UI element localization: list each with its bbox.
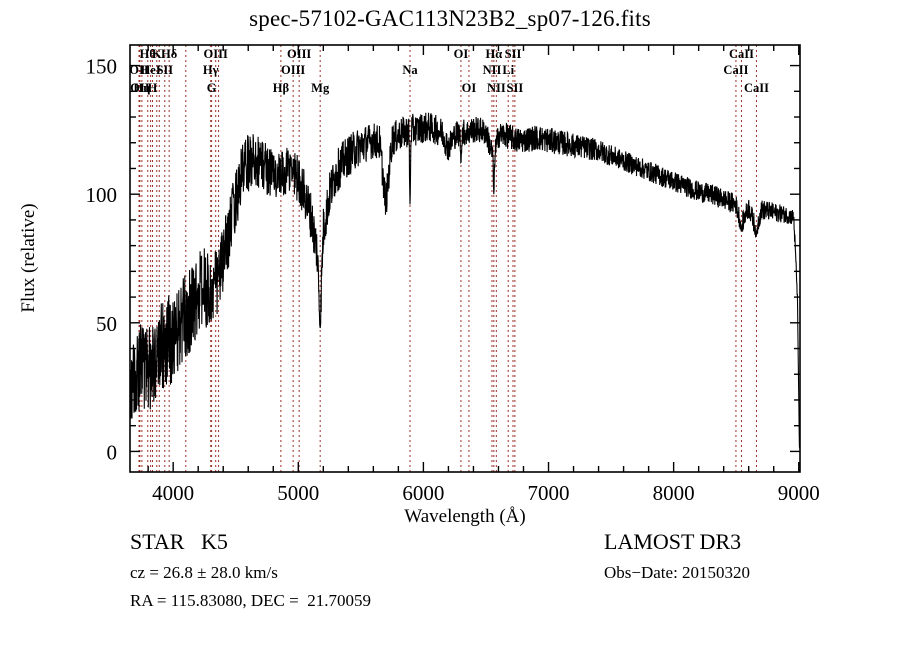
page-title: spec-57102-GAC113N23B2_sp07-126.fits [249, 6, 651, 31]
object-type-and-subclass: STAR K5 [130, 529, 228, 554]
line-label: OII [129, 63, 149, 77]
footer-left-info: STAR K5 cz = 26.8 ± 28.0 km/s RA = 115.8… [130, 529, 371, 610]
axis-tick-labels: 4000 5000 6000 7000 8000 9000 0 50 100 150 [86, 55, 820, 505]
y-tick-label: 150 [86, 55, 118, 79]
spectrum-curve [129, 112, 801, 449]
x-tick-label: 7000 [528, 481, 570, 505]
line-label: CaII [744, 81, 769, 95]
line-label: Na [402, 63, 418, 77]
line-label: Hθ [140, 47, 156, 61]
emission-line-markers [138, 45, 757, 472]
x-tick-label: 5000 [277, 481, 319, 505]
line-label: Hη [133, 81, 150, 95]
redshift-velocity: cz = 26.8 ± 28.0 km/s [130, 563, 278, 582]
x-tick-label: 6000 [402, 481, 444, 505]
line-label: CaII [723, 63, 748, 77]
footer-right-info: LAMOST DR3 Obs−Date: 20150320 [604, 529, 751, 582]
emission-line-labels: OIIOIIHηHθHeIHKSIIHδHγGOIIIHβOIIIOIIIMgN… [129, 47, 769, 95]
x-tick-label: 4000 [152, 481, 194, 505]
chart-axes [129, 44, 801, 473]
line-label: NII [483, 63, 502, 77]
survey-release: LAMOST DR3 [604, 529, 742, 554]
line-label: Hβ [273, 81, 290, 95]
line-label: Li [502, 63, 514, 77]
line-label: OIII [204, 47, 228, 61]
line-label: HeI [141, 63, 161, 77]
line-label: SII [505, 47, 522, 61]
line-label: OIII [287, 47, 311, 61]
line-label: SII [156, 63, 173, 77]
y-tick-label: 0 [107, 440, 118, 464]
observation-date: Obs−Date: 20150320 [604, 563, 751, 582]
line-label: Hδ [161, 47, 178, 61]
line-label: H [148, 81, 158, 95]
line-label: Mg [311, 81, 330, 95]
sky-coordinates: RA = 115.83080, DEC = 21.70059 [130, 591, 371, 610]
line-label: OI [454, 47, 469, 61]
y-tick-label: 100 [86, 183, 118, 207]
line-label: Hα [485, 47, 502, 61]
line-label: Hγ [203, 63, 219, 77]
line-label: NII [487, 81, 506, 95]
line-label: CaII [729, 47, 754, 61]
x-tick-label: 9000 [778, 481, 820, 505]
line-label: SII [507, 81, 524, 95]
line-label: OI [462, 81, 477, 95]
y-tick-label: 50 [96, 312, 117, 336]
line-label: OIII [281, 63, 305, 77]
line-label: K [152, 47, 162, 61]
x-tick-label: 8000 [653, 481, 695, 505]
line-label: G [207, 81, 217, 95]
y-axis-title: Flux (relative) [18, 203, 39, 312]
x-axis-title: Wavelength (Å) [404, 506, 525, 527]
